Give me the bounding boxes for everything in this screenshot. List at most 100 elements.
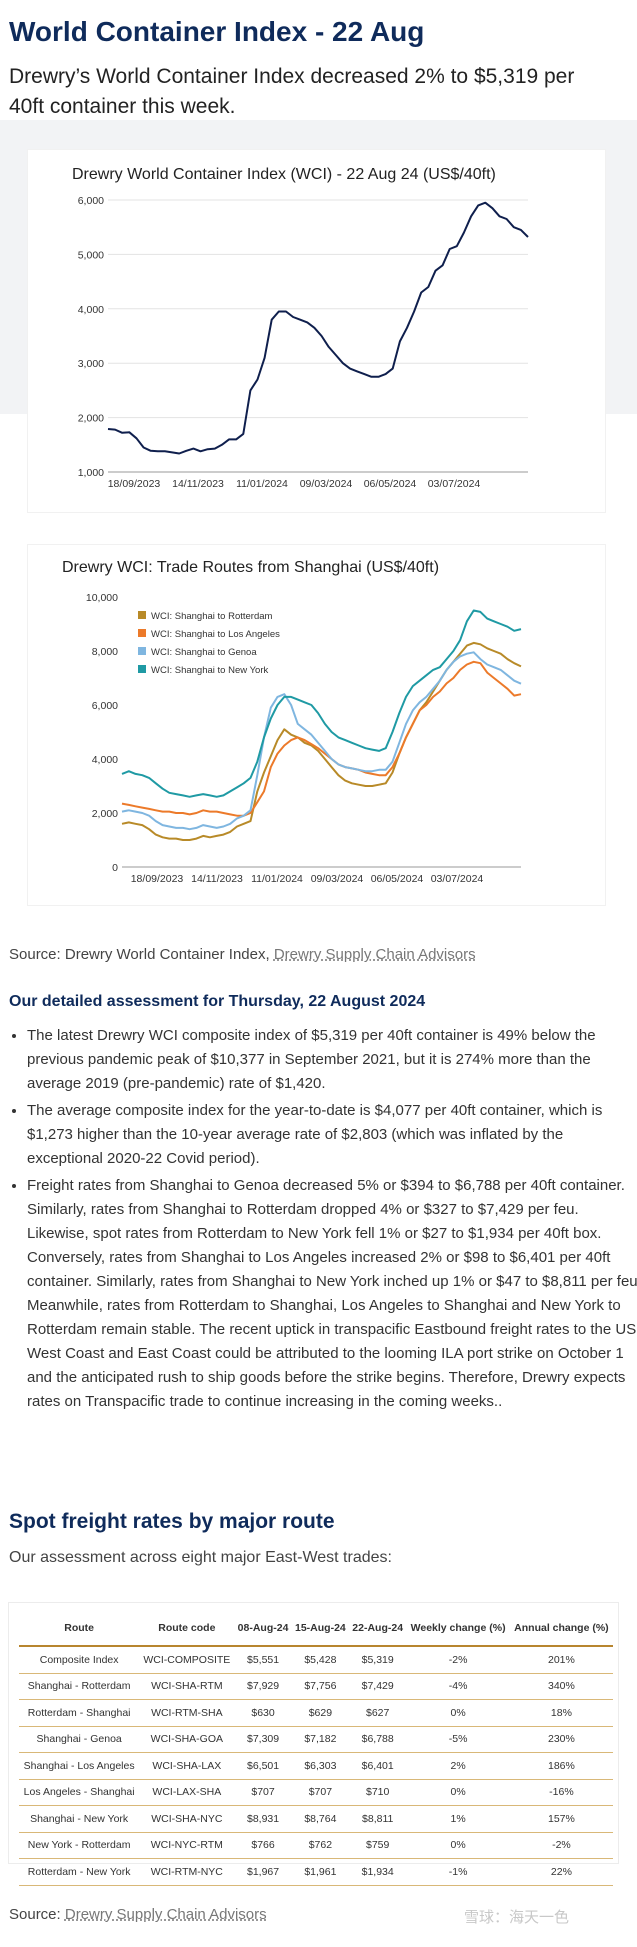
table-row: Composite Index WCI-COMPOSITE $5,551 $5,428…: [19, 1646, 613, 1674]
series-line-3: [121, 609, 522, 798]
table-row: Rotterdam - Shanghai WCI-RTM-SHA $630 $629 $…: [19, 1699, 613, 1727]
y-tick-label: 4,000: [92, 754, 118, 766]
wci-composite-chart: Drewry World Container Index (WCI) - 22 …: [72, 166, 529, 490]
legend-swatch: [138, 629, 146, 637]
y-tick-label: 6,000: [78, 195, 104, 207]
table-cell: $6,401: [349, 1752, 407, 1780]
table-cell: -4%: [406, 1673, 510, 1700]
y-tick-label: 1,000: [78, 467, 104, 479]
y-tick-label: 0: [112, 862, 118, 874]
y-tick-label: 8,000: [92, 646, 118, 658]
table-cell: $7,929: [234, 1673, 292, 1700]
table-cell: 0%: [406, 1832, 510, 1859]
table-cell: $5,319: [349, 1646, 407, 1674]
table-cell: WCI-SHA-GOA: [139, 1726, 235, 1753]
table-cell: -5%: [406, 1726, 510, 1753]
x-tick-label: 09/03/2024: [300, 478, 353, 490]
drewry-advisors-link[interactable]: Drewry Supply Chain Advisors: [273, 946, 476, 963]
table-cell: 2%: [406, 1752, 510, 1780]
table-cell: $8,811: [349, 1805, 407, 1833]
table-cell: $8,931: [234, 1805, 292, 1833]
table-cell: $8,764: [291, 1805, 350, 1833]
source-line-1: Source: Drewry World Container Index, Dr…: [9, 946, 476, 963]
drewry-advisors-link-2[interactable]: Drewry Supply Chain Advisors: [64, 1906, 267, 1923]
source2-prefix: Source:: [9, 1906, 65, 1923]
x-tick-label: 18/09/2023: [131, 873, 184, 885]
series-line-0: [107, 201, 529, 455]
y-tick-label: 2,000: [78, 413, 104, 425]
legend-label: WCI: Shanghai to Los Angeles: [151, 629, 280, 640]
legend-label: WCI: Shanghai to Rotterdam: [151, 611, 273, 622]
table-cell: $1,934: [349, 1858, 407, 1886]
chart-title: Drewry World Container Index (WCI) - 22 …: [72, 166, 496, 183]
table-cell: $6,303: [291, 1752, 350, 1780]
table-cell: WCI-SHA-LAX: [139, 1752, 235, 1780]
legend-swatch: [138, 611, 146, 619]
table-cell: -1%: [406, 1858, 510, 1886]
rates-table-card: Route Route code 08-Aug-24 15-Aug-24 22-Aug-…: [9, 1603, 618, 1886]
table-cell: 186%: [509, 1752, 613, 1780]
legend-swatch: [138, 647, 146, 655]
table-cell: $7,429: [349, 1673, 407, 1700]
table-cell: $7,756: [291, 1673, 350, 1700]
column-header: Route: [19, 1611, 140, 1647]
table-cell: $1,961: [291, 1858, 350, 1886]
x-tick-label: 14/11/2023: [172, 478, 224, 490]
table-cell: 157%: [509, 1805, 613, 1833]
table-row: Los Angeles - Shanghai WCI-LAX-SHA $707 $70…: [19, 1779, 613, 1806]
table-row: Shanghai - New York WCI-SHA-NYC $8,931 $8,7…: [19, 1805, 613, 1833]
table-cell: $7,309: [234, 1726, 292, 1753]
table-cell: WCI-RTM-SHA: [139, 1699, 235, 1727]
table-cell: $630: [234, 1699, 292, 1727]
y-tick-label: 6,000: [92, 700, 118, 712]
table-cell: 0%: [406, 1699, 510, 1727]
assessment-bullet: Freight rates from Shanghai to Genoa dec…: [27, 1174, 637, 1414]
table-cell: Los Angeles - Shanghai: [19, 1779, 140, 1806]
column-header: 22-Aug-24: [349, 1611, 407, 1647]
table-cell: $707: [291, 1779, 350, 1806]
legend-label: WCI: Shanghai to New York: [151, 665, 268, 676]
table-cell: Rotterdam - New York: [19, 1858, 140, 1886]
table-cell: $5,428: [291, 1646, 350, 1674]
table-row: Shanghai - Los Angeles WCI-SHA-LAX $6,501 $…: [19, 1752, 613, 1780]
table-row: Shanghai - Rotterdam WCI-SHA-RTM $7,929 $7,…: [19, 1673, 613, 1700]
table-cell: Shanghai - Rotterdam: [19, 1673, 140, 1700]
source-line-2: Source: Drewry Supply Chain Advisors: [9, 1906, 267, 1923]
table-cell: 22%: [509, 1858, 613, 1886]
spot-subtitle: Our assessment across eight major East-W…: [9, 1549, 392, 1566]
assessment-title: Our detailed assessment for Thursday, 22…: [9, 993, 426, 1010]
y-tick-label: 2,000: [92, 808, 118, 820]
page-title: World Container Index - 22 Aug: [9, 16, 425, 47]
table-cell: 1%: [406, 1805, 510, 1833]
trade-routes-chart: Drewry WCI: Trade Routes from Shanghai (…: [62, 559, 522, 885]
table-cell: -2%: [406, 1646, 510, 1674]
column-header: 08-Aug-24: [234, 1611, 292, 1647]
legend-swatch: [138, 665, 146, 673]
table-cell: Composite Index: [19, 1646, 140, 1674]
x-tick-label: 11/01/2024: [251, 873, 303, 885]
table-cell: $1,967: [234, 1858, 292, 1886]
table-cell: Shanghai - Los Angeles: [19, 1752, 140, 1780]
x-tick-label: 06/05/2024: [364, 478, 417, 490]
table-cell: WCI-COMPOSITE: [139, 1646, 235, 1674]
x-tick-label: 03/07/2024: [428, 478, 481, 490]
table-body: Composite Index WCI-COMPOSITE $5,551 $5,428…: [19, 1646, 613, 1886]
x-tick-label: 03/07/2024: [431, 873, 484, 885]
x-tick-label: 06/05/2024: [371, 873, 424, 885]
table-cell: 201%: [509, 1646, 613, 1674]
table-cell: 0%: [406, 1779, 510, 1806]
y-tick-label: 10,000: [86, 592, 118, 604]
source-prefix: Source: Drewry World Container Index,: [9, 946, 274, 963]
table-cell: $6,788: [349, 1726, 407, 1753]
column-header: Weekly change (%): [406, 1611, 510, 1647]
series-line-1: [121, 660, 522, 817]
y-tick-label: 5,000: [78, 249, 104, 261]
series-line-2: [121, 651, 522, 831]
table-cell: WCI-LAX-SHA: [139, 1779, 235, 1806]
table-cell: -16%: [509, 1779, 613, 1806]
watermark: 雪球：海天一色: [464, 1909, 570, 1926]
table-cell: $7,182: [291, 1726, 350, 1753]
table-cell: $6,501: [234, 1752, 292, 1780]
table-cell: -2%: [509, 1832, 613, 1859]
